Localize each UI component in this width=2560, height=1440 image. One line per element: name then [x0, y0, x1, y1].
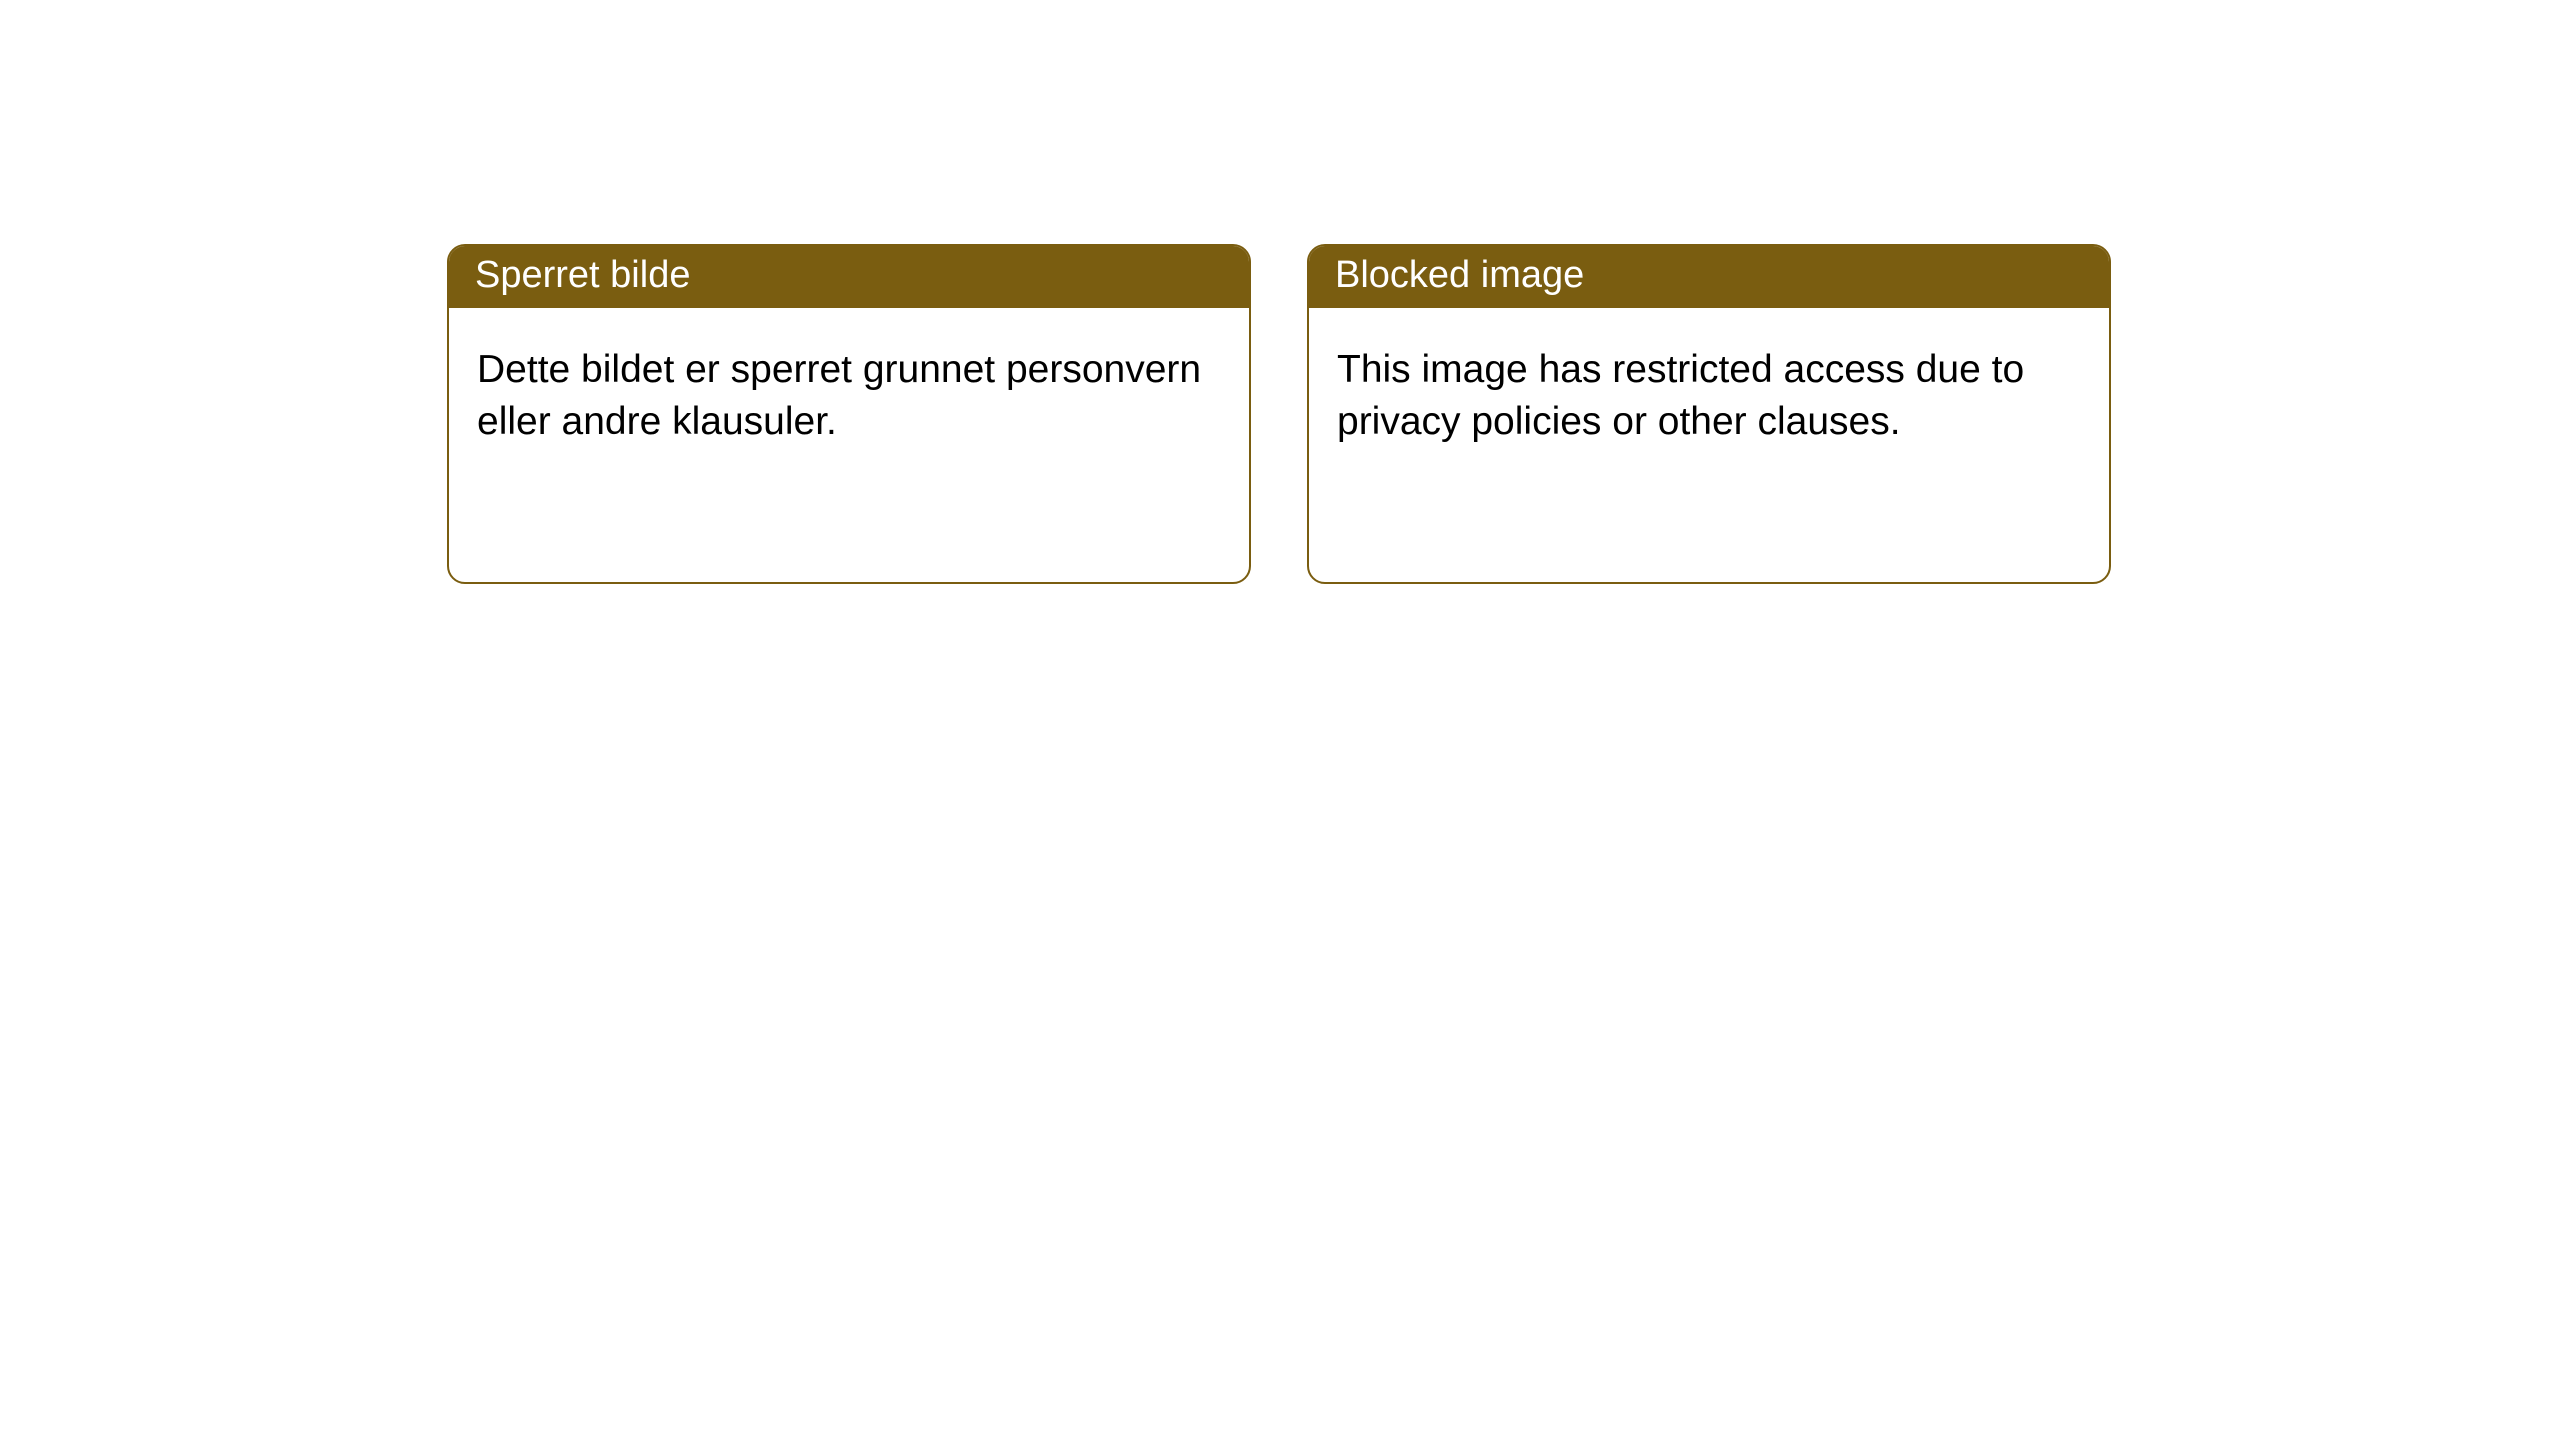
card-title: Sperret bilde [475, 254, 690, 296]
blocked-image-card-no: Sperret bilde Dette bildet er sperret gr… [447, 244, 1251, 584]
card-body: Dette bildet er sperret grunnet personve… [449, 308, 1249, 582]
blocked-image-card-en: Blocked image This image has restricted … [1307, 244, 2111, 584]
card-header: Sperret bilde [449, 246, 1249, 308]
card-body-text: This image has restricted access due to … [1337, 348, 2024, 443]
card-body: This image has restricted access due to … [1309, 308, 2109, 582]
notice-container: Sperret bilde Dette bildet er sperret gr… [0, 0, 2560, 584]
card-title: Blocked image [1335, 254, 1584, 296]
card-header: Blocked image [1309, 246, 2109, 308]
card-body-text: Dette bildet er sperret grunnet personve… [477, 348, 1201, 443]
